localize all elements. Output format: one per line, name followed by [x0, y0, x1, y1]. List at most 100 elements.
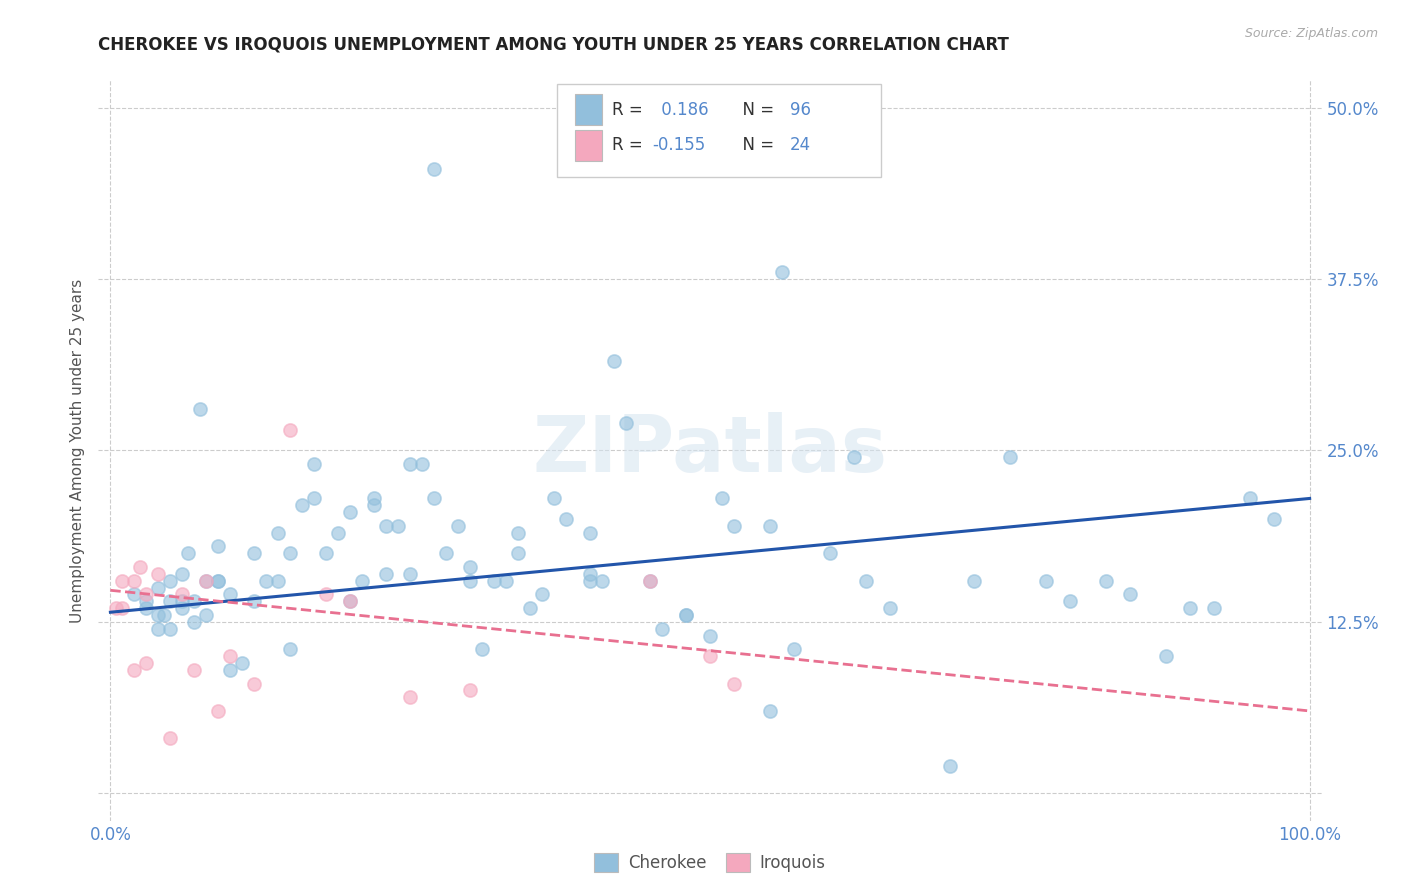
Point [207, 574, 229, 588]
Point [267, 574, 290, 588]
Point [278, 423, 301, 437]
Point [363, 491, 385, 506]
Text: Source: ZipAtlas.com: Source: ZipAtlas.com [1244, 27, 1378, 40]
Point [1178, 601, 1201, 615]
Point [508, 546, 530, 560]
Point [363, 498, 385, 512]
Point [458, 683, 481, 698]
Text: 0.186: 0.186 [657, 101, 709, 119]
Point [207, 574, 229, 588]
Point [124, 587, 146, 601]
Point [458, 560, 481, 574]
Point [855, 574, 877, 588]
Point [315, 587, 337, 601]
Point [219, 663, 242, 677]
Point [699, 649, 721, 664]
Point [135, 587, 157, 601]
Point [135, 594, 157, 608]
FancyBboxPatch shape [575, 95, 602, 126]
Point [153, 607, 176, 622]
Point [278, 642, 301, 657]
Point [458, 574, 481, 588]
Point [603, 354, 626, 368]
Point [195, 574, 218, 588]
Point [842, 450, 865, 465]
Point [543, 491, 565, 506]
Point [207, 540, 229, 554]
Point [939, 759, 962, 773]
Point [1059, 594, 1081, 608]
Text: N =: N = [733, 136, 779, 154]
Point [711, 491, 734, 506]
Point [963, 574, 986, 588]
Point [129, 560, 152, 574]
Point [148, 566, 170, 581]
Point [1263, 512, 1285, 526]
Point [399, 690, 422, 705]
Point [291, 498, 314, 512]
Point [243, 676, 266, 690]
Point [254, 574, 277, 588]
Point [759, 704, 782, 718]
Point [183, 594, 205, 608]
Point [423, 162, 446, 177]
Text: 96: 96 [790, 101, 810, 119]
Point [339, 505, 361, 519]
Point [1119, 587, 1142, 601]
Point [352, 574, 374, 588]
Legend: Cherokee, Iroquois: Cherokee, Iroquois [588, 847, 832, 879]
Point [434, 546, 457, 560]
Text: -0.155: -0.155 [652, 136, 706, 154]
Point [105, 601, 128, 615]
Y-axis label: Unemployment Among Youth under 25 years: Unemployment Among Youth under 25 years [69, 278, 84, 623]
Point [998, 450, 1021, 465]
Point [278, 546, 301, 560]
Point [591, 574, 613, 588]
Point [148, 607, 170, 622]
Point [519, 601, 541, 615]
Point [304, 457, 326, 471]
Point [159, 574, 181, 588]
Point [207, 704, 229, 718]
Point [508, 525, 530, 540]
Text: 24: 24 [790, 136, 811, 154]
Point [531, 587, 554, 601]
Point [195, 574, 218, 588]
Text: R =: R = [612, 101, 648, 119]
Point [375, 566, 398, 581]
Point [195, 607, 218, 622]
Point [375, 519, 398, 533]
Point [148, 622, 170, 636]
Point [231, 656, 253, 670]
Point [1202, 601, 1225, 615]
Point [638, 574, 661, 588]
Text: R =: R = [612, 136, 648, 154]
Point [172, 594, 194, 608]
Point [879, 601, 901, 615]
Point [159, 594, 181, 608]
Point [243, 594, 266, 608]
Point [219, 587, 242, 601]
Point [159, 731, 181, 746]
Point [447, 519, 470, 533]
Point [579, 566, 602, 581]
Point [651, 622, 673, 636]
Point [304, 491, 326, 506]
Point [315, 546, 337, 560]
Point [411, 457, 433, 471]
Point [243, 546, 266, 560]
Point [723, 519, 745, 533]
Point [555, 512, 578, 526]
FancyBboxPatch shape [557, 84, 882, 177]
Point [172, 587, 194, 601]
Point [675, 607, 697, 622]
Point [135, 656, 157, 670]
Point [183, 615, 205, 629]
Point [267, 525, 290, 540]
Point [399, 457, 422, 471]
Point [423, 491, 446, 506]
Point [1239, 491, 1261, 506]
Point [148, 581, 170, 595]
Point [1094, 574, 1116, 588]
Point [1035, 574, 1057, 588]
